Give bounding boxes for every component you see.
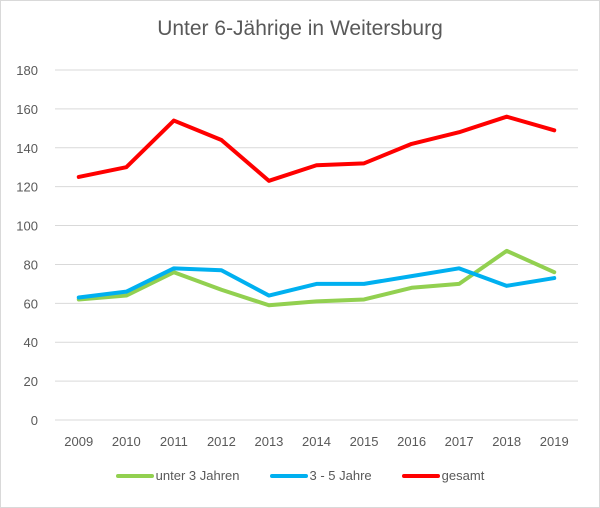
x-tick-label: 2014 xyxy=(302,434,331,449)
y-tick-label: 100 xyxy=(16,219,38,234)
chart-title: Unter 6-Jährige in Weitersburg xyxy=(157,17,443,40)
y-tick-label: 0 xyxy=(31,413,38,428)
y-tick-label: 20 xyxy=(24,374,38,389)
y-tick-label: 40 xyxy=(24,335,38,350)
y-tick-label: 60 xyxy=(24,296,38,311)
x-axis-ticks: 2009 2010 2011 2012 2013 2014 2015 2016 2017 2018… xyxy=(64,434,568,449)
legend-label: 3 - 5 Jahre xyxy=(309,468,372,483)
x-tick-label: 2010 xyxy=(112,434,141,449)
series-line-1 xyxy=(76,266,557,300)
legend-swatch xyxy=(269,473,308,478)
y-tick-label: 140 xyxy=(16,141,38,156)
x-tick-label: 2009 xyxy=(64,434,93,449)
legend-label: unter 3 Jahren xyxy=(155,468,240,483)
x-tick-label: 2018 xyxy=(492,434,521,449)
x-tick-label: 2011 xyxy=(160,434,188,449)
gridlines xyxy=(55,69,578,421)
x-tick-label: 2017 xyxy=(445,434,474,449)
legend-item: 3 - 5 Jahre xyxy=(269,468,372,483)
y-axis-ticks: 0 20 40 60 80 100 120 140 160 180 xyxy=(16,63,38,428)
y-tick-label: 80 xyxy=(24,257,38,272)
y-tick-label: 180 xyxy=(16,63,38,78)
legend-swatch xyxy=(115,473,154,478)
legend-item: gesamt xyxy=(401,468,485,483)
x-tick-label: 2019 xyxy=(540,434,569,449)
x-tick-label: 2013 xyxy=(254,434,283,449)
y-tick-label: 120 xyxy=(16,180,38,195)
series-lines xyxy=(76,114,557,308)
series-line-2 xyxy=(76,114,557,183)
legend-label: gesamt xyxy=(441,468,485,483)
legend: unter 3 Jahren 3 - 5 Jahre gesamt xyxy=(0,468,600,483)
x-tick-label: 2012 xyxy=(207,434,236,449)
legend-swatch xyxy=(401,473,440,478)
y-tick-label: 160 xyxy=(16,102,38,117)
x-tick-label: 2016 xyxy=(397,434,426,449)
x-tick-label: 2015 xyxy=(350,434,379,449)
legend-item: unter 3 Jahren xyxy=(115,468,240,483)
